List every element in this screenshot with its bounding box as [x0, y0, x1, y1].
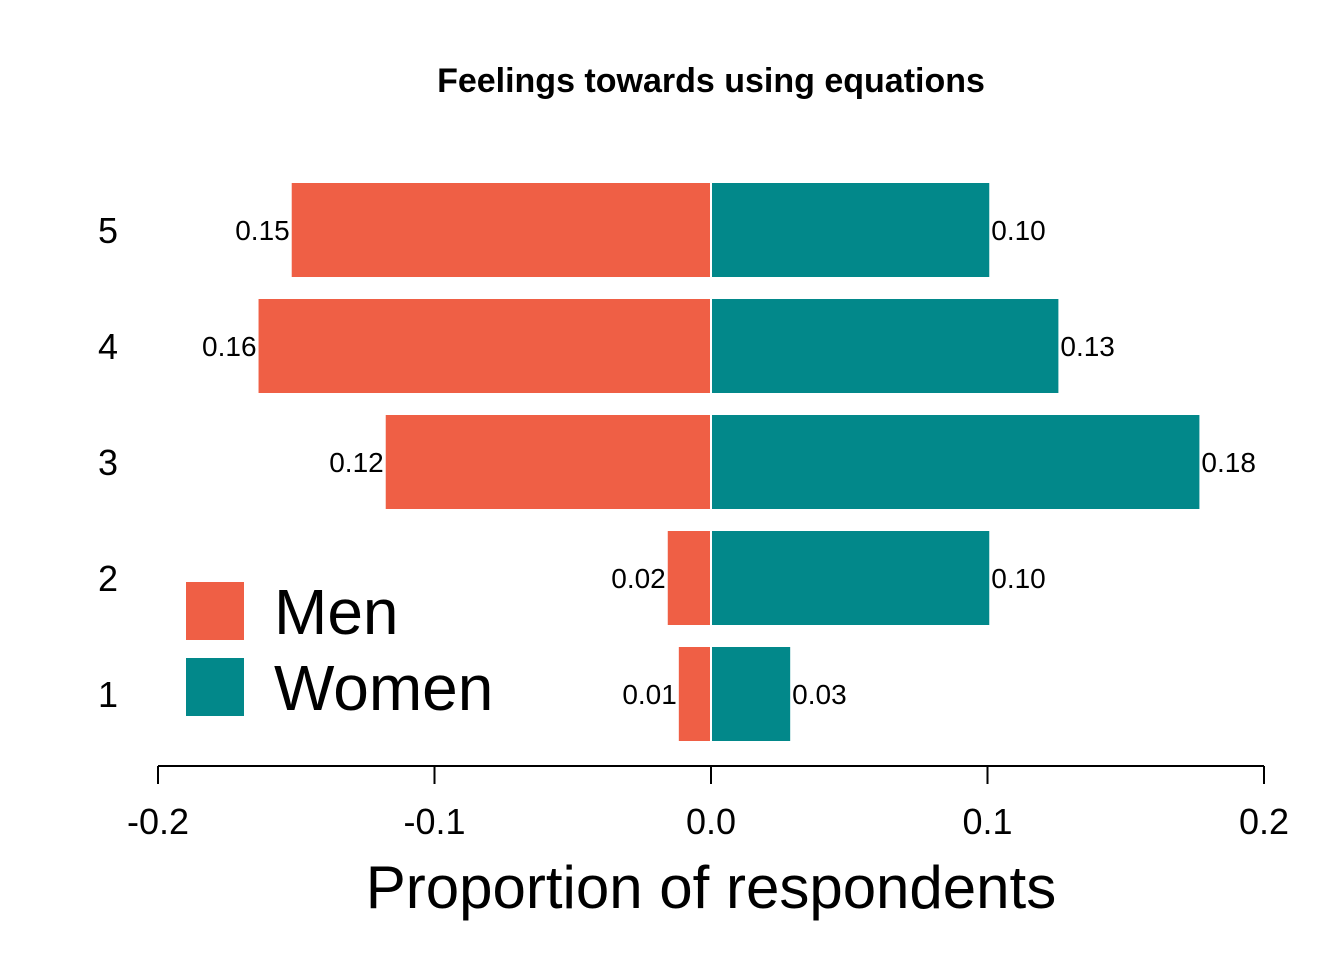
category-label: 5	[98, 210, 118, 251]
x-axis: -0.2 -0.1 0.0 0.1 0.2	[127, 765, 1289, 842]
x-tick-label: 0.1	[962, 801, 1012, 842]
women-bar	[710, 529, 992, 627]
men-bar	[256, 297, 712, 395]
category-label: 2	[98, 558, 118, 599]
men-bar	[289, 181, 712, 279]
bars	[256, 181, 1202, 743]
data-label: 0.16	[202, 331, 257, 362]
category-labels: 1 2 3 4 5	[98, 210, 118, 715]
women-bar	[710, 297, 1061, 395]
men-bar	[676, 645, 713, 743]
women-bar	[710, 181, 992, 279]
men-bar	[383, 413, 712, 511]
data-label: 0.18	[1201, 447, 1256, 478]
data-labels: 0.01 0.02 0.12 0.16 0.15 0.03 0.10 0.18 0.13 0.10	[202, 215, 1256, 710]
x-tick-label: -0.1	[403, 801, 465, 842]
women-legend-swatch	[186, 658, 244, 716]
category-label: 4	[98, 326, 118, 367]
x-axis-label: Proportion of respondents	[366, 854, 1056, 921]
women-bar	[710, 645, 793, 743]
category-label: 3	[98, 442, 118, 483]
men-legend-label: Men	[274, 576, 399, 648]
men-bar	[665, 529, 713, 627]
data-label: 0.13	[1060, 331, 1115, 362]
x-tick-label: 0.2	[1239, 801, 1289, 842]
data-label: 0.01	[622, 679, 677, 710]
data-label: 0.12	[329, 447, 384, 478]
data-label: 0.10	[991, 563, 1046, 594]
data-label: 0.10	[991, 215, 1046, 246]
data-label: 0.15	[235, 215, 290, 246]
men-legend-swatch	[186, 582, 244, 640]
x-tick-label: -0.2	[127, 801, 189, 842]
chart-title: Feelings towards using equations	[437, 62, 985, 100]
data-label: 0.03	[792, 679, 847, 710]
women-legend-label: Women	[274, 652, 493, 724]
women-bar	[710, 413, 1202, 511]
data-label: 0.02	[611, 563, 666, 594]
x-tick-label: 0.0	[686, 801, 736, 842]
category-label: 1	[98, 674, 118, 715]
